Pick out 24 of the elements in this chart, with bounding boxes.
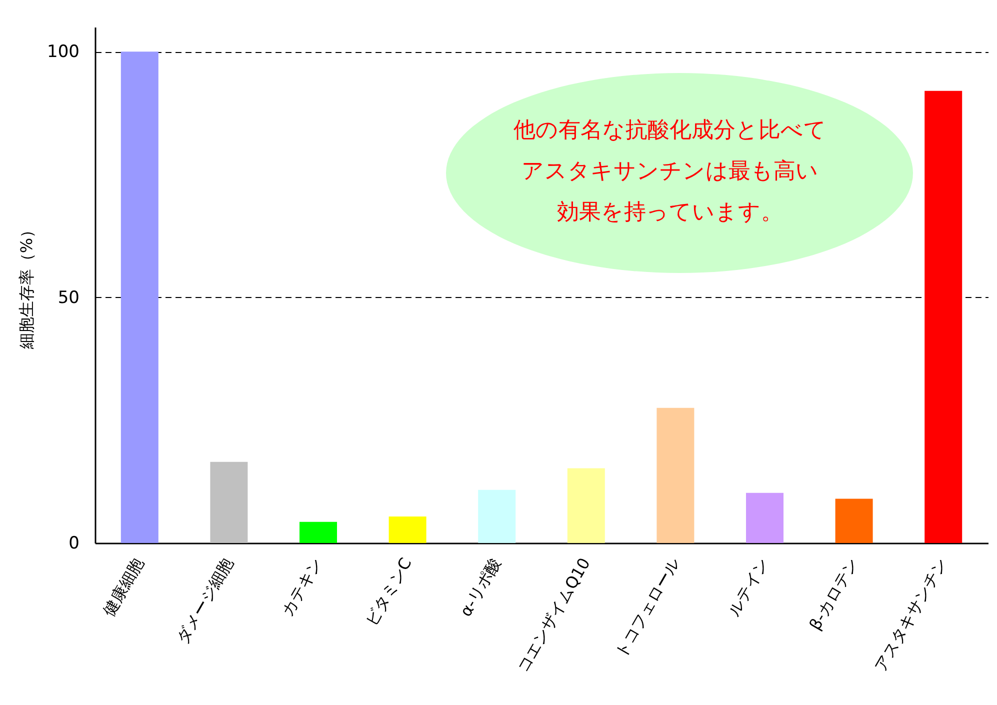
bar [656,408,694,543]
x-tick-label: ダメージ細胞 [172,554,237,648]
bar [835,498,873,543]
x-tick-label: ルテイン [724,554,773,620]
bar [120,52,158,543]
y-tick-label: 50 [58,288,80,308]
bar [746,492,784,543]
bar [210,462,248,543]
annotation: 他の有名な抗酸化成分と比べてアスタキサンチンは最も高い効果を持っています。 [514,118,826,225]
x-tick-label: ビタミンC [361,554,416,630]
bar [924,90,962,543]
x-tick-label: α-リポ酸 [456,554,505,620]
y-tick-label: 100 [47,42,80,62]
y-axis-title: 細胞生存率（%） [17,222,36,350]
x-tick-label: アスタキサンチン [870,554,952,675]
x-tick-label: β-カロテン [805,554,862,634]
bar [299,522,338,543]
y-tick-label: 0 [68,534,80,554]
x-tick-label: トコフェロール [610,554,684,661]
bar [478,490,516,543]
x-tick-label: 健康細胞 [98,554,148,620]
x-tick-label: カテキン [278,554,326,620]
bar [567,468,605,543]
bar [388,516,426,543]
